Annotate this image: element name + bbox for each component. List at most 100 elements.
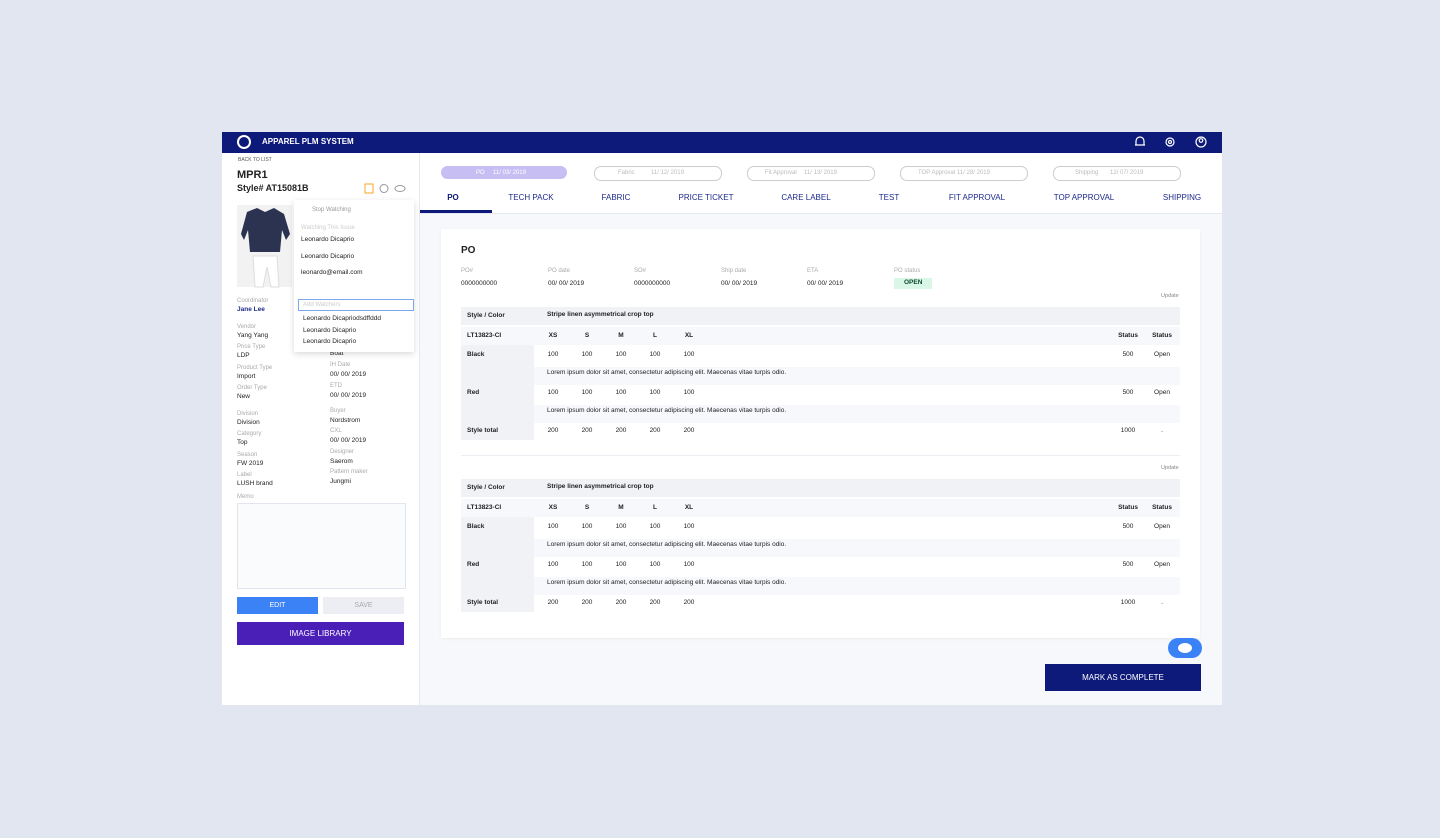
field-label: Price Type (237, 344, 266, 350)
grand-total: 1000 (1120, 599, 1136, 606)
tab[interactable]: PO (447, 193, 459, 202)
tab[interactable]: CARE LABEL (781, 193, 831, 202)
field-value: LDP (237, 352, 250, 359)
field-value: Jane Lee (237, 306, 265, 313)
size: S (584, 332, 590, 339)
po-info-value: 0000000000 (461, 280, 498, 287)
save-button[interactable]: SAVE (323, 597, 404, 614)
watcher-suggestion[interactable]: Leonardo Dicaprio (303, 326, 357, 334)
field-value: 00/ 00/ 2019 (330, 392, 367, 399)
quantity: 100 (547, 351, 559, 358)
row-status: Open (1154, 389, 1170, 396)
tab[interactable]: TECH PACK (508, 193, 554, 202)
field-value: Yang Yang (237, 332, 269, 339)
row-status: Open (1154, 523, 1170, 530)
total-status: . (1161, 599, 1163, 606)
memo-box (237, 503, 406, 589)
field-value: Import (237, 373, 256, 380)
field-label: Pattern maker (330, 469, 368, 475)
po-info-value: 00/ 00/ 2019 (807, 280, 844, 287)
field-value: Jungmi (330, 478, 351, 485)
step-name: TOP Approval (918, 170, 956, 176)
step-pill (594, 166, 722, 181)
field-value: Boat (330, 350, 344, 357)
row-note: Lorem ipsum dolor sit amet, consectetur … (547, 369, 787, 376)
color-name: Red (467, 389, 480, 396)
tab[interactable]: TEST (878, 193, 900, 202)
tab[interactable]: FABRIC (601, 193, 631, 202)
step-date: 11/ 13/ 2019 (804, 170, 837, 176)
status-header: Status (1152, 332, 1172, 339)
label-col (461, 517, 534, 612)
tab[interactable]: FIT APPROVAL (948, 193, 1006, 202)
add-watchers-input[interactable]: Add Watchers (298, 299, 414, 311)
style-code: LT13823-CI (467, 332, 502, 339)
total-quantity: 200 (547, 427, 559, 434)
total-quantity: 200 (581, 599, 593, 606)
step-date: 11/ 12/ 2019 (651, 170, 684, 176)
tab[interactable]: PRICE TICKET (678, 193, 734, 202)
field-label: Category (237, 431, 262, 437)
color-name: Black (467, 523, 485, 530)
label-col (461, 345, 534, 440)
size: L (653, 332, 657, 339)
watcher: Leonardo Dicaprio (301, 236, 355, 243)
size: XL (684, 332, 694, 339)
step-pill (441, 166, 567, 179)
style-title: Stripe linen asymmetrical crop top (547, 311, 654, 318)
quantity: 100 (683, 523, 695, 530)
edit-button[interactable]: EDIT (237, 597, 318, 614)
po-title: PO (461, 245, 476, 256)
update-button[interactable]: Update (1161, 293, 1179, 299)
step-pill (900, 166, 1028, 181)
color-name: Black (467, 351, 485, 358)
tab[interactable]: TOP APPROVAL (1053, 193, 1115, 202)
size-row (461, 327, 1180, 345)
row-total: 500 (1122, 389, 1134, 396)
quantity: 100 (615, 351, 627, 358)
row-total: 500 (1122, 561, 1134, 568)
mark-complete-button[interactable]: MARK AS COMPLETE (1045, 664, 1201, 691)
total-quantity: 200 (547, 599, 559, 606)
tab[interactable]: SHIPPING (1162, 193, 1202, 202)
po-info-label: PO# (461, 268, 474, 274)
field-value: FW 2019 (237, 460, 264, 467)
step-pill (747, 166, 875, 181)
field-label: Designer (330, 449, 355, 455)
total-label: Style total (467, 599, 499, 606)
field-value: Division (237, 419, 260, 426)
quantity: 100 (581, 351, 593, 358)
watcher-suggestion[interactable]: Leonardo Dicapriodsdffddd (303, 315, 381, 322)
field-value: 00/ 00/ 2019 (330, 371, 367, 378)
step-pill (1053, 166, 1181, 181)
row-total: 500 (1122, 523, 1134, 530)
header-row (461, 307, 1180, 325)
quantity: 100 (547, 523, 559, 530)
field-label: Order Type (237, 385, 267, 391)
field-value: Top (237, 439, 248, 446)
grand-total: 1000 (1120, 427, 1136, 434)
total-quantity: 200 (615, 427, 627, 434)
field-value: Nordstrom (330, 417, 361, 424)
quantity: 100 (547, 389, 559, 396)
row-status: Open (1154, 561, 1170, 568)
field-label: Buyer (330, 408, 346, 414)
po-info-value: 0000000000 (634, 280, 671, 287)
back-link[interactable]: BACK TO LIST (238, 157, 272, 163)
update-button[interactable]: Update (1161, 465, 1179, 471)
total-quantity: 200 (649, 599, 661, 606)
image-library-button[interactable]: IMAGE LIBRARY (237, 622, 404, 645)
table-divider (461, 455, 1180, 456)
po-info-value: 00/ 00/ 2019 (721, 280, 758, 287)
watcher-suggestion[interactable]: Leonardo Dicaprio (303, 338, 357, 345)
field-label: Division (237, 411, 259, 417)
field-label: CXL (330, 428, 342, 434)
field-value: New (237, 393, 251, 400)
style-code: LT13823-CI (467, 504, 502, 511)
field-label: IH Date (330, 362, 351, 368)
stop-watching[interactable]: Stop Watching (312, 207, 351, 213)
status-header: Status (1152, 504, 1172, 511)
step-name: Fabric (618, 170, 635, 176)
quantity: 100 (581, 561, 593, 568)
